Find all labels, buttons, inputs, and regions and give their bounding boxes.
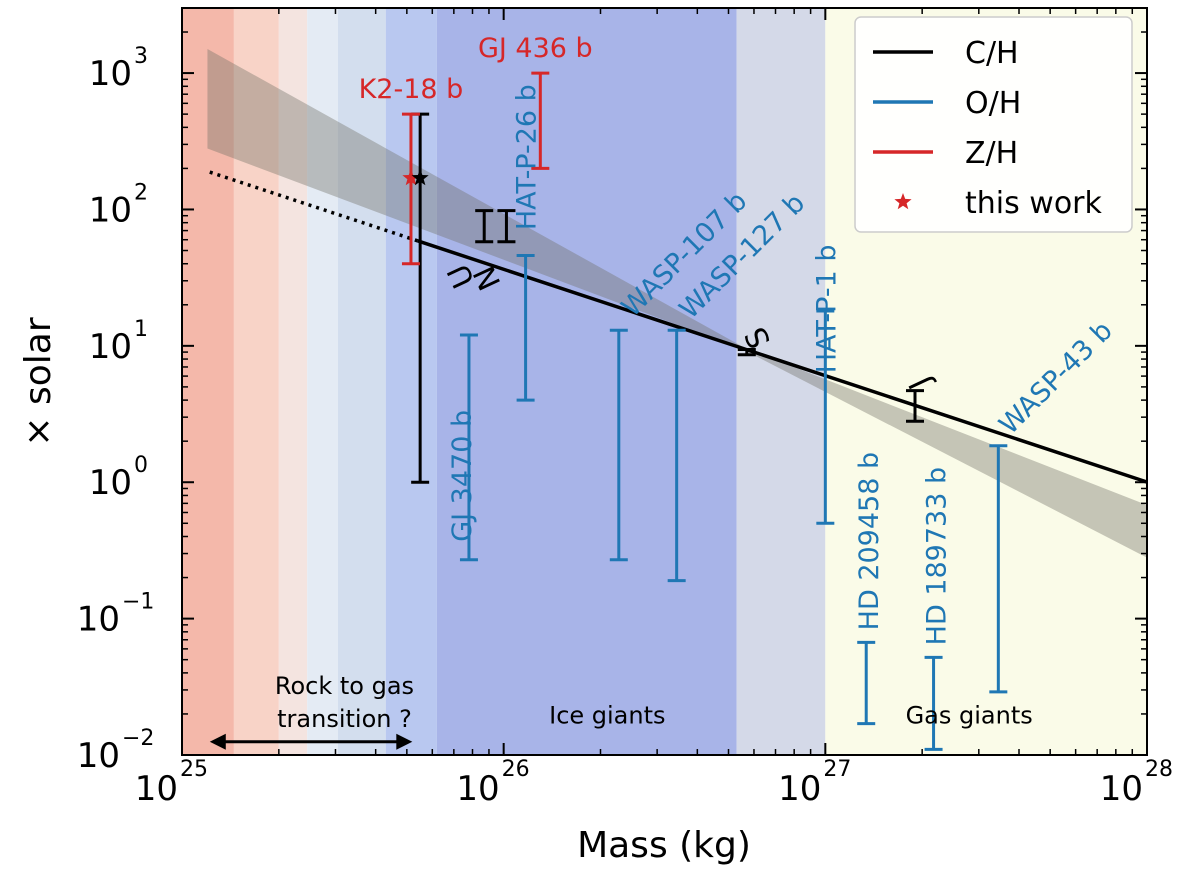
x-tick-label-base: 10 bbox=[778, 769, 821, 809]
y-axis-label: × solar bbox=[18, 317, 59, 446]
point-label: HD 209458 b bbox=[854, 452, 885, 630]
errorbar-ch bbox=[497, 209, 516, 244]
errorbar-oh bbox=[816, 309, 835, 525]
background-band bbox=[337, 8, 386, 755]
region-label: Rock to gas bbox=[275, 672, 414, 700]
background-band bbox=[233, 8, 279, 755]
legend-label: C/H bbox=[965, 36, 1019, 71]
error-bars bbox=[401, 71, 1008, 751]
errorbar-oh bbox=[989, 444, 1008, 694]
region-label: transition ? bbox=[277, 705, 412, 733]
point-label: K2-18 b bbox=[359, 74, 464, 105]
x-tick-label-exponent: 26 bbox=[502, 757, 530, 782]
trend-uncertainty-band bbox=[207, 49, 1147, 558]
y-tick-label-exponent: −1 bbox=[122, 590, 154, 615]
x-tick-label-exponent: 28 bbox=[1145, 757, 1173, 782]
background-band bbox=[307, 8, 338, 755]
plot-frame bbox=[181, 7, 1148, 756]
y-tick-label-base: 10 bbox=[89, 190, 132, 230]
x-tick-label-exponent: 25 bbox=[180, 757, 208, 782]
legend-entry: O/H bbox=[873, 86, 1021, 121]
y-tick-label-base: 10 bbox=[89, 327, 132, 367]
errorbar-oh bbox=[459, 333, 478, 562]
errorbar-ch bbox=[737, 348, 756, 357]
y-tick-label-exponent: 1 bbox=[134, 317, 148, 342]
this-work-star bbox=[411, 169, 429, 186]
y-tick-label-base: 10 bbox=[77, 736, 120, 776]
errorbar-zh bbox=[401, 112, 420, 266]
point-label: HAT-P-1 b bbox=[811, 245, 842, 374]
legend-entry: C/H bbox=[873, 36, 1019, 71]
errorbar-ch bbox=[475, 209, 494, 244]
background-band bbox=[436, 8, 737, 755]
legend-label: Z/H bbox=[965, 136, 1018, 171]
transition-arrow-head-left bbox=[209, 733, 226, 750]
legend-box bbox=[854, 16, 1133, 233]
errorbar-oh bbox=[609, 328, 628, 562]
y-tick-label-base: 10 bbox=[89, 54, 132, 94]
this-work-star bbox=[402, 169, 420, 186]
point-label: GJ 3470 b bbox=[447, 410, 478, 542]
errorbar-oh bbox=[924, 655, 943, 751]
errorbar-oh bbox=[516, 253, 535, 402]
region-label: Gas giants bbox=[906, 702, 1033, 730]
x-tick-label-exponent: 27 bbox=[823, 757, 851, 782]
y-tick-label-exponent: −2 bbox=[122, 726, 154, 751]
legend-entry: Z/H bbox=[873, 136, 1018, 171]
y-tick-label-exponent: 2 bbox=[134, 180, 148, 205]
point-label: HAT-P-26 b bbox=[512, 84, 543, 230]
point-label: HD 189733 b bbox=[922, 467, 953, 645]
legend-entry: this work bbox=[894, 186, 1103, 221]
x-tick-label-base: 10 bbox=[135, 769, 178, 809]
x-tick-label-base: 10 bbox=[456, 769, 499, 809]
trend-layer bbox=[207, 49, 1147, 558]
errorbar-oh bbox=[857, 640, 876, 726]
errorbar-oh bbox=[667, 328, 686, 583]
background-band bbox=[278, 8, 308, 755]
legend-swatch-star bbox=[894, 193, 912, 210]
legend: C/H O/H Z/H this work bbox=[854, 16, 1133, 233]
trend-line bbox=[417, 239, 1147, 484]
y-tick-label-exponent: 0 bbox=[134, 453, 148, 478]
errorbar-zh bbox=[531, 71, 550, 170]
y-tick-label-base: 10 bbox=[89, 463, 132, 503]
region-labels: Rock to gas transition ? Ice giants Gas gia… bbox=[209, 672, 1033, 750]
transition-arrow-head-right bbox=[396, 733, 413, 750]
legend-label: O/H bbox=[965, 86, 1021, 121]
legend-label: this work bbox=[965, 186, 1103, 221]
errorbar-ch bbox=[905, 389, 924, 423]
point-label: GJ 436 b bbox=[478, 33, 593, 64]
x-axis-label: Mass (kg) bbox=[577, 825, 751, 866]
y-tick-label-base: 10 bbox=[77, 600, 120, 640]
y-tick-label-exponent: 3 bbox=[134, 44, 148, 69]
region-label: Ice giants bbox=[549, 702, 665, 730]
background-band bbox=[182, 8, 234, 755]
x-tick-label-base: 10 bbox=[1100, 769, 1143, 809]
background-band bbox=[736, 8, 826, 755]
